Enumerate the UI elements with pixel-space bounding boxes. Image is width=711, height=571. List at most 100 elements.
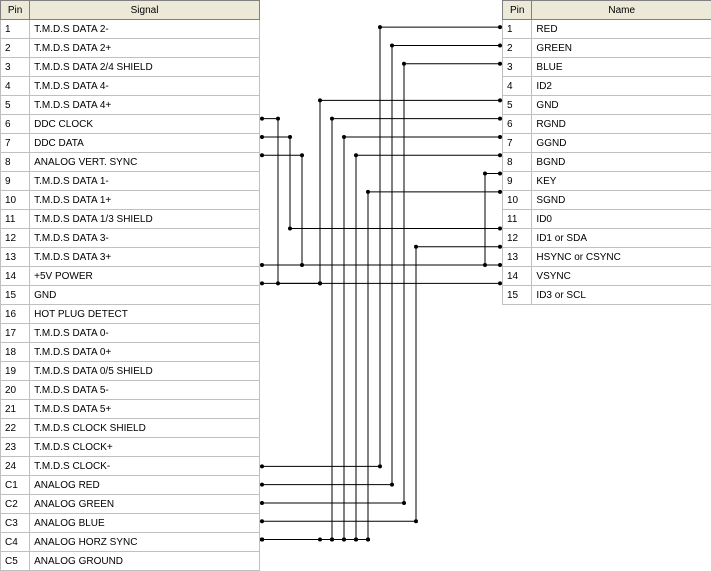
pin-cell: 7 [503,134,532,153]
table-row: 2GREEN [503,39,711,58]
name-cell: HSYNC or CSYNC [532,248,711,267]
pin-cell: 17 [1,324,30,343]
signal-cell: T.M.D.S DATA 3- [30,229,260,248]
table-row: C1ANALOG RED [1,476,260,495]
signal-cell: T.M.D.S DATA 0+ [30,343,260,362]
pin-cell: C1 [1,476,30,495]
table-row: 1RED [503,20,711,39]
table-row: 24T.M.D.S CLOCK- [1,457,260,476]
name-cell: SGND [532,191,711,210]
pin-cell: C5 [1,552,30,571]
table-row: C5ANALOG GROUND [1,552,260,571]
pin-cell: C2 [1,495,30,514]
signal-cell: ANALOG BLUE [30,514,260,533]
left-pin-table: Pin Signal 1T.M.D.S DATA 2-2T.M.D.S DATA… [0,0,260,571]
signal-cell: ANALOG HORZ SYNC [30,533,260,552]
table-row: 13T.M.D.S DATA 3+ [1,248,260,267]
table-row: 6DDC CLOCK [1,115,260,134]
pin-cell: 1 [1,20,30,39]
signal-cell: +5V POWER [30,267,260,286]
signal-cell: GND [30,286,260,305]
pin-cell: 2 [1,39,30,58]
table-row: 11T.M.D.S DATA 1/3 SHIELD [1,210,260,229]
pin-cell: 16 [1,305,30,324]
pin-cell: 5 [503,96,532,115]
pin-cell: 2 [503,39,532,58]
table-row: 3T.M.D.S DATA 2/4 SHIELD [1,58,260,77]
name-cell: ID0 [532,210,711,229]
table-row: 15ID3 or SCL [503,286,711,305]
pin-cell: 12 [503,229,532,248]
table-row: 1T.M.D.S DATA 2- [1,20,260,39]
table-row: 7DDC DATA [1,134,260,153]
table-row: 12ID1 or SDA [503,229,711,248]
table-row: 9T.M.D.S DATA 1- [1,172,260,191]
table-row: 7GGND [503,134,711,153]
table-row: 17T.M.D.S DATA 0- [1,324,260,343]
table-row: 6RGND [503,115,711,134]
table-row: 12T.M.D.S DATA 3- [1,229,260,248]
signal-cell: T.M.D.S DATA 5+ [30,400,260,419]
table-row: C4ANALOG HORZ SYNC [1,533,260,552]
signal-cell: ANALOG VERT. SYNC [30,153,260,172]
left-header-pin: Pin [1,1,30,20]
pin-cell: 3 [1,58,30,77]
name-cell: GGND [532,134,711,153]
signal-cell: T.M.D.S DATA 0/5 SHIELD [30,362,260,381]
name-cell: ID1 or SDA [532,229,711,248]
signal-cell: T.M.D.S DATA 0- [30,324,260,343]
signal-cell: T.M.D.S CLOCK- [30,457,260,476]
table-row: 16HOT PLUG DETECT [1,305,260,324]
pin-cell: 13 [503,248,532,267]
pin-cell: 14 [1,267,30,286]
pin-cell: 8 [1,153,30,172]
pin-cell: 14 [503,267,532,286]
name-cell: GREEN [532,39,711,58]
signal-cell: HOT PLUG DETECT [30,305,260,324]
signal-cell: T.M.D.S DATA 2- [30,20,260,39]
name-cell: ID2 [532,77,711,96]
table-row: 8BGND [503,153,711,172]
pin-cell: 10 [503,191,532,210]
pin-cell: 15 [1,286,30,305]
pin-cell: 21 [1,400,30,419]
signal-cell: T.M.D.S DATA 1- [30,172,260,191]
pin-cell: 18 [1,343,30,362]
right-pin-table: Pin Name 1RED2GREEN3BLUE4ID25GND6RGND7GG… [502,0,711,305]
name-cell: RGND [532,115,711,134]
table-row: 2T.M.D.S DATA 2+ [1,39,260,58]
table-row: 5T.M.D.S DATA 4+ [1,96,260,115]
table-row: 10SGND [503,191,711,210]
signal-cell: ANALOG RED [30,476,260,495]
pin-cell: 3 [503,58,532,77]
table-row: 3BLUE [503,58,711,77]
pin-cell: 9 [1,172,30,191]
table-row: 14VSYNC [503,267,711,286]
right-header-name: Name [532,1,711,20]
pin-cell: 11 [503,210,532,229]
signal-cell: T.M.D.S DATA 2+ [30,39,260,58]
signal-cell: T.M.D.S DATA 4- [30,77,260,96]
pin-cell: 11 [1,210,30,229]
name-cell: BGND [532,153,711,172]
signal-cell: ANALOG GREEN [30,495,260,514]
table-row: 8ANALOG VERT. SYNC [1,153,260,172]
signal-cell: T.M.D.S DATA 1+ [30,191,260,210]
table-row: 19T.M.D.S DATA 0/5 SHIELD [1,362,260,381]
name-cell: BLUE [532,58,711,77]
pin-cell: 6 [1,115,30,134]
table-row: 18T.M.D.S DATA 0+ [1,343,260,362]
name-cell: GND [532,96,711,115]
pin-cell: 12 [1,229,30,248]
pin-cell: 10 [1,191,30,210]
table-row: 11ID0 [503,210,711,229]
pin-cell: 15 [503,286,532,305]
table-row: 13HSYNC or CSYNC [503,248,711,267]
signal-cell: T.M.D.S DATA 1/3 SHIELD [30,210,260,229]
pin-cell: 13 [1,248,30,267]
table-row: 4ID2 [503,77,711,96]
signal-cell: DDC CLOCK [30,115,260,134]
pin-cell: 20 [1,381,30,400]
pin-cell: 24 [1,457,30,476]
pin-cell: 1 [503,20,532,39]
